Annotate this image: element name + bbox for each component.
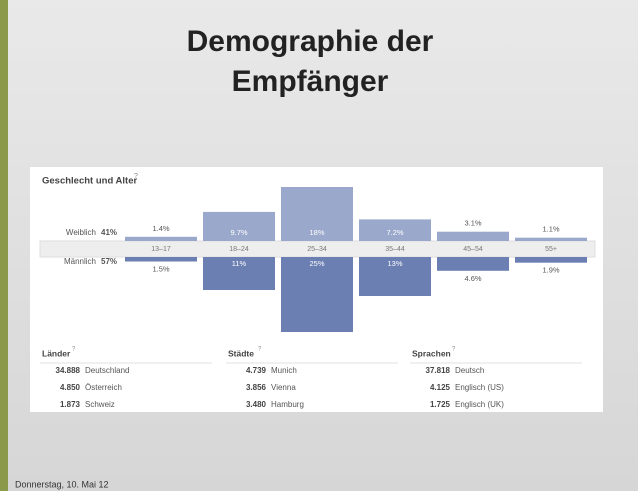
series-total: 41% bbox=[101, 228, 117, 237]
table-number: 4.739 bbox=[246, 366, 267, 375]
table-label: Deutschland bbox=[85, 366, 129, 375]
table-title: Länder bbox=[42, 348, 71, 358]
value-label: 9.7% bbox=[230, 228, 247, 237]
bar bbox=[359, 257, 431, 296]
table-title: Städte bbox=[228, 348, 254, 358]
bar bbox=[203, 211, 275, 241]
value-label: 3.1% bbox=[464, 219, 481, 228]
series-name: Männlich bbox=[64, 257, 96, 266]
value-label: 11% bbox=[232, 259, 247, 268]
table-number: 4.850 bbox=[60, 383, 81, 392]
bar bbox=[125, 257, 197, 262]
table-label: Deutsch bbox=[455, 366, 484, 375]
table-label: Englisch (UK) bbox=[455, 400, 504, 409]
footer: Donnerstag, 10. Mai 12 bbox=[15, 479, 109, 489]
table-number: 34.888 bbox=[56, 366, 81, 375]
series-name: Weiblich bbox=[66, 228, 96, 237]
table-number: 3.480 bbox=[246, 400, 267, 409]
table-label: Vienna bbox=[271, 383, 296, 392]
value-label: 18% bbox=[309, 228, 324, 237]
age-label: 18–24 bbox=[229, 246, 249, 253]
bar bbox=[437, 257, 509, 271]
help: ? bbox=[452, 347, 456, 353]
bar bbox=[515, 257, 587, 263]
value-label: 25% bbox=[309, 259, 324, 268]
help: ? bbox=[258, 347, 262, 353]
title-box: Demographie der Empfänger bbox=[186, 25, 434, 98]
bar bbox=[281, 187, 353, 241]
age-label: 35–44 bbox=[385, 246, 405, 253]
help: ? bbox=[72, 347, 76, 353]
table-number: 1.725 bbox=[430, 400, 451, 409]
table-title: Sprachen bbox=[412, 348, 451, 358]
age-label: 13–17 bbox=[151, 246, 171, 253]
value-label: 4.6% bbox=[464, 274, 481, 283]
chart-title: Geschlecht und Alter bbox=[42, 176, 137, 187]
value-label: 1.1% bbox=[542, 225, 559, 234]
value-label: 1.4% bbox=[152, 224, 169, 233]
table-label: Hamburg bbox=[271, 400, 304, 409]
value-label: 1.5% bbox=[152, 264, 169, 273]
table-number: 1.873 bbox=[60, 400, 81, 409]
table-label: Schweiz bbox=[85, 400, 115, 409]
value-label: 1.9% bbox=[542, 266, 559, 275]
help: ? bbox=[134, 173, 138, 180]
age-label: 45–54 bbox=[463, 246, 483, 253]
table-number: 4.125 bbox=[430, 383, 451, 392]
table-label: Österreich bbox=[85, 383, 122, 392]
table-number: 3.856 bbox=[246, 383, 267, 392]
side-stripe bbox=[0, 0, 8, 491]
series-total: 57% bbox=[101, 257, 117, 266]
age-label: 55+ bbox=[545, 246, 557, 253]
bar bbox=[281, 257, 353, 332]
age-label: 25–34 bbox=[307, 246, 327, 253]
slide-title: Demographie der Empfänger bbox=[186, 25, 434, 98]
bar bbox=[437, 231, 509, 241]
value-label: 13% bbox=[387, 259, 402, 268]
table-label: Englisch (US) bbox=[455, 383, 504, 392]
bar bbox=[515, 237, 587, 241]
table-number: 37.818 bbox=[426, 366, 451, 375]
bar bbox=[125, 236, 197, 241]
value-label: 7.2% bbox=[386, 228, 403, 237]
bar bbox=[359, 219, 431, 241]
bar bbox=[203, 257, 275, 290]
table-label: Munich bbox=[271, 366, 297, 375]
